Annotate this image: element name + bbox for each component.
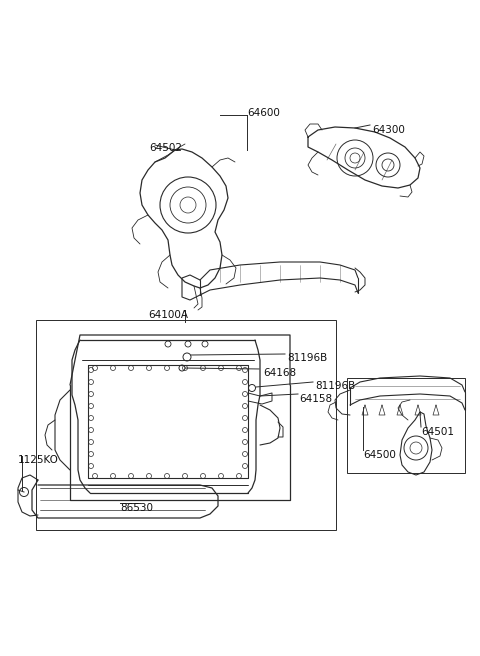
Text: 64600: 64600 bbox=[247, 108, 280, 118]
Text: 86530: 86530 bbox=[120, 503, 153, 513]
Text: 64100A: 64100A bbox=[148, 310, 188, 320]
Text: 1125KO: 1125KO bbox=[18, 455, 59, 465]
Text: 81196B: 81196B bbox=[287, 353, 327, 363]
Text: 81196B: 81196B bbox=[315, 381, 355, 391]
Text: 64500: 64500 bbox=[363, 450, 396, 460]
Bar bbox=[36, 320, 336, 530]
Text: 64502: 64502 bbox=[149, 143, 182, 153]
Text: 64501: 64501 bbox=[421, 427, 454, 437]
Text: 64300: 64300 bbox=[372, 125, 405, 135]
Text: 64168: 64168 bbox=[263, 368, 296, 378]
Text: 64158: 64158 bbox=[299, 394, 332, 404]
Bar bbox=[347, 378, 465, 473]
